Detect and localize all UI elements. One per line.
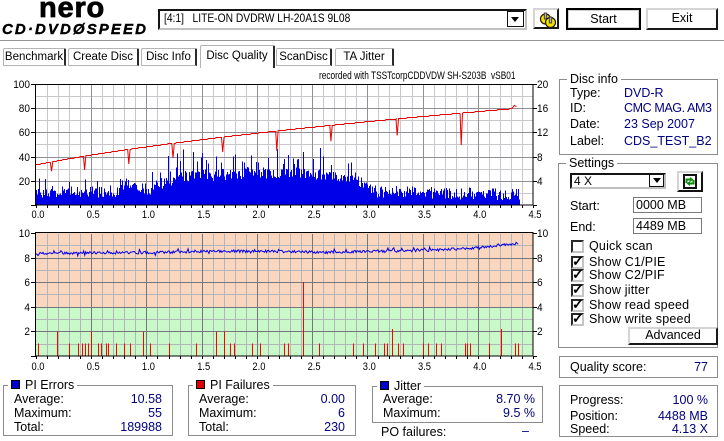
svg-text:2.0: 2.0: [252, 209, 265, 221]
svg-text:1.5: 1.5: [197, 361, 210, 373]
svg-text:4.5: 4.5: [529, 361, 542, 373]
svg-text:80: 80: [19, 103, 30, 115]
svg-text:4.5: 4.5: [529, 209, 542, 221]
svg-text:4: 4: [537, 176, 543, 188]
svg-text:20: 20: [19, 176, 30, 188]
svg-text:6: 6: [537, 277, 543, 289]
svg-text:10: 10: [537, 228, 548, 240]
svg-text:1.5: 1.5: [197, 209, 210, 221]
svg-text:4: 4: [537, 302, 543, 314]
svg-text:12: 12: [537, 127, 548, 139]
svg-text:2: 2: [537, 326, 543, 338]
svg-text:4: 4: [24, 302, 30, 314]
svg-text:3.5: 3.5: [418, 361, 431, 373]
svg-text:2.5: 2.5: [308, 209, 321, 221]
svg-text:10: 10: [19, 228, 30, 240]
svg-text:8: 8: [537, 152, 543, 164]
svg-text:100: 100: [13, 79, 30, 91]
svg-text:0.0: 0.0: [32, 361, 45, 373]
svg-text:4.0: 4.0: [473, 209, 486, 221]
svg-text:0.5: 0.5: [87, 361, 100, 373]
svg-text:40: 40: [19, 152, 30, 164]
svg-text:4.0: 4.0: [473, 361, 486, 373]
svg-text:60: 60: [19, 127, 30, 139]
svg-text:1.0: 1.0: [142, 361, 155, 373]
svg-text:8: 8: [24, 253, 30, 265]
svg-text:1.0: 1.0: [142, 209, 155, 221]
svg-text:2.5: 2.5: [308, 361, 321, 373]
svg-text:6: 6: [24, 277, 30, 289]
svg-text:3.5: 3.5: [418, 209, 431, 221]
svg-text:16: 16: [537, 103, 548, 115]
svg-text:8: 8: [537, 253, 543, 265]
svg-text:2: 2: [24, 326, 30, 338]
svg-text:3.0: 3.0: [363, 209, 376, 221]
svg-text:20: 20: [537, 79, 548, 91]
svg-text:0.5: 0.5: [87, 209, 100, 221]
svg-text:0.0: 0.0: [32, 209, 45, 221]
svg-text:2.0: 2.0: [252, 361, 265, 373]
svg-text:3.0: 3.0: [363, 361, 376, 373]
